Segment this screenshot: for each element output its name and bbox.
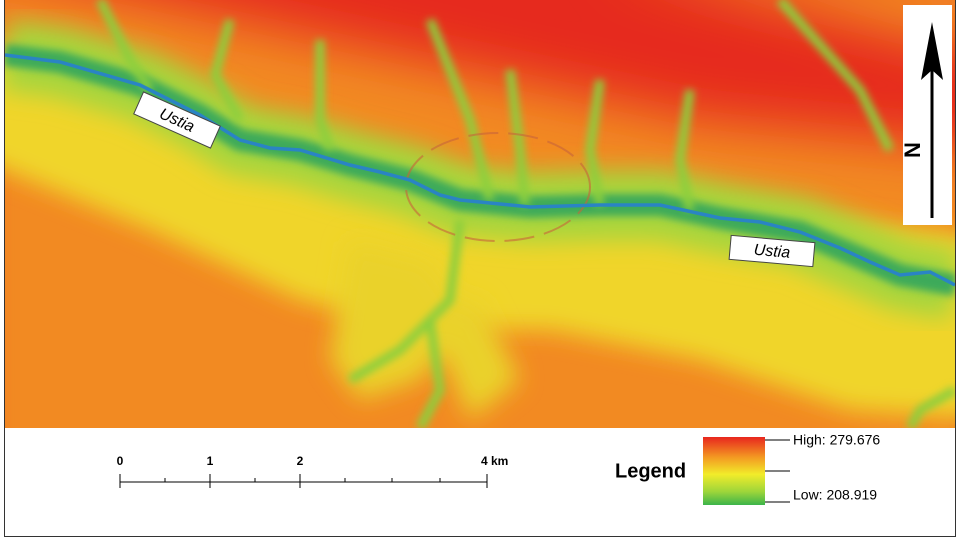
label-text: Ustia — [753, 242, 791, 262]
legend-low: Low: 208.919 — [793, 487, 877, 503]
scale-label: 2 — [297, 454, 304, 468]
north-arrow: N — [900, 5, 952, 225]
north-label: N — [900, 142, 925, 158]
map-figure: Ustia Ustia N 0 1 2 4 km Legend — [0, 0, 957, 537]
north-box — [903, 5, 952, 225]
legend-ramp — [703, 437, 765, 505]
page: {"map": { "river_labels": ["Ustia", "Ust… — [0, 0, 957, 542]
legend-high: High: 279.676 — [793, 432, 880, 448]
legend-title: Legend — [615, 460, 686, 482]
scale-label: 0 — [117, 454, 124, 468]
scale-label: 1 — [207, 454, 214, 468]
scale-label: 4 km — [481, 454, 508, 468]
